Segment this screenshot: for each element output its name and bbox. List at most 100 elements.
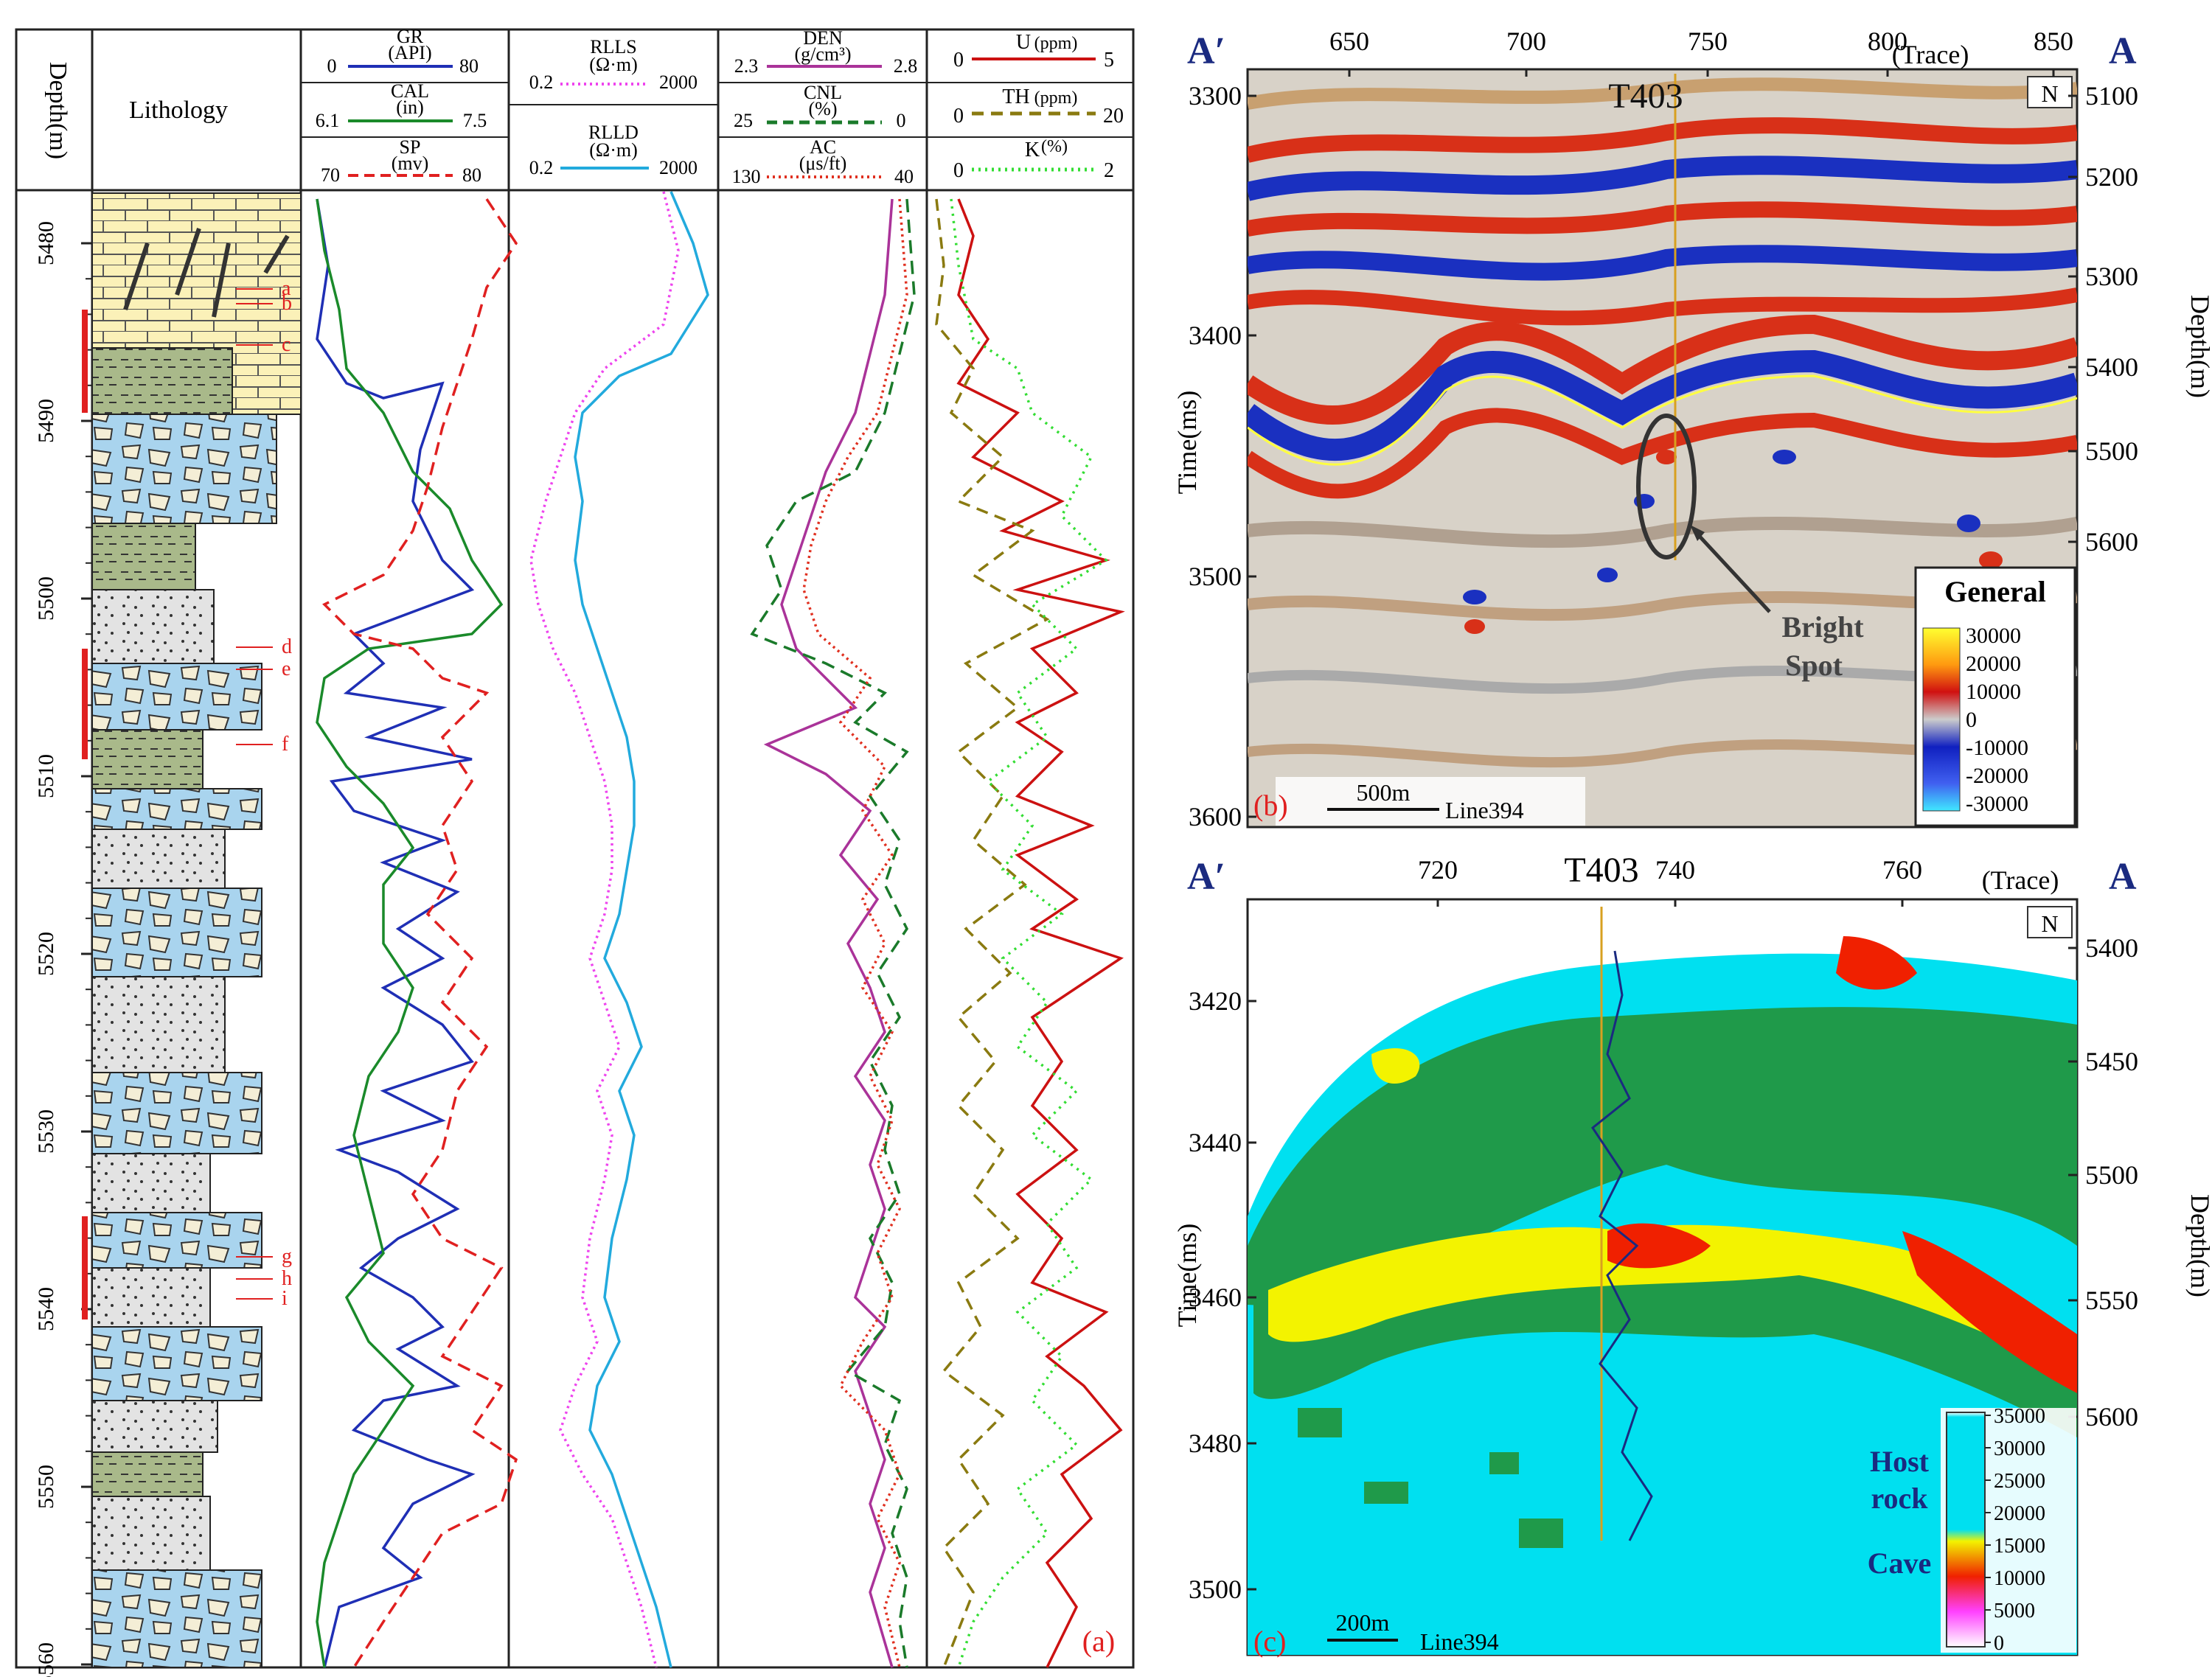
depth-axis: 5100 5200 5300 5400 5500 5600 — [2068, 81, 2138, 557]
legend-tick-label: 10000 — [1994, 1567, 2045, 1590]
th-curve-header: TH (ppm) 0 20 — [953, 86, 1124, 128]
sample-marker-label: i — [282, 1287, 288, 1310]
sample-marker-label: g — [282, 1245, 292, 1268]
svg-text:0: 0 — [953, 105, 964, 128]
gr-curve — [316, 198, 476, 1668]
time-tick-label: 3420 — [1189, 986, 1242, 1016]
depth-tick-label: 5600 — [2085, 1402, 2138, 1432]
svg-text:TH: TH — [1002, 86, 1029, 108]
cave-attribute-panel: T403 N A′ A 720 740 760 (Trace) 3420344034… — [1172, 851, 2212, 1658]
bright-spot-label-2: Spot — [1785, 649, 1843, 682]
time-axis: 3300 3400 3500 3600 — [1189, 81, 1256, 831]
depth-tick-label: 5520 — [34, 932, 58, 976]
time-tick-label: 3480 — [1189, 1429, 1242, 1458]
depth-axis-title: Depth(m) — [2185, 295, 2212, 398]
a-label: A — [2109, 30, 2137, 72]
rlls-curve — [529, 191, 680, 1668]
legend-tick-label: 5000 — [1994, 1600, 2035, 1622]
depth-axis-title: Depth(m) — [2185, 1194, 2212, 1297]
svg-text:CAL: CAL — [391, 80, 429, 102]
svg-text:(mv): (mv) — [392, 153, 429, 174]
cave-legend: 35000 30000 25000 20000 15000 10000 5000 0 Host… — [1868, 1405, 2076, 1655]
svg-text:(Ω·m): (Ω·m) — [589, 139, 638, 161]
depth-tick-label: 5400 — [2085, 352, 2138, 382]
depth-tick-label: 5600 — [2085, 527, 2138, 557]
trace-tick-label: 700 — [1506, 27, 1546, 56]
time-axis-title: Time(ms) — [1172, 1224, 1202, 1328]
cnl-curve-header: CNL (%) 25 0 — [734, 82, 906, 131]
legend-tick-label: 30000 — [1994, 1437, 2045, 1460]
fracture-lines — [123, 228, 290, 318]
well-name: T403 — [1608, 77, 1683, 116]
svg-text:K: K — [1025, 139, 1040, 161]
svg-text:0.2: 0.2 — [529, 72, 554, 93]
time-tick-label: 3300 — [1189, 81, 1242, 111]
time-tick-label: 3500 — [1189, 1575, 1242, 1604]
trace-tick-label: 650 — [1329, 27, 1369, 56]
trace-tick-label: 720 — [1418, 855, 1458, 885]
svg-text:2000: 2000 — [659, 157, 698, 178]
legend-host-1: Host — [1870, 1445, 1930, 1478]
trace-tick-label: 740 — [1655, 855, 1695, 885]
svg-text:2000: 2000 — [659, 72, 698, 93]
scale-bar-label: 500m — [1357, 779, 1411, 806]
svg-text:(%): (%) — [1041, 137, 1068, 156]
bright-spot-label-1: Bright — [1781, 610, 1864, 644]
trace-tick-label: 760 — [1882, 855, 1922, 885]
svg-text:0.2: 0.2 — [529, 157, 554, 178]
well-name: T403 — [1564, 851, 1638, 890]
svg-text:SP: SP — [400, 136, 421, 158]
trace-axis: 650 700 750 800 850 — [1329, 27, 2073, 77]
svg-text:2.3: 2.3 — [734, 55, 759, 77]
trace-tick-label: 750 — [1688, 27, 1728, 56]
depth-tick-label: 5480 — [34, 221, 58, 265]
sample-marker-label: e — [282, 658, 291, 680]
th-curve — [935, 198, 1050, 1668]
depth-tick-label: 5400 — [2085, 933, 2138, 963]
sp-curve — [322, 198, 518, 1668]
seismic-section-panel: Bright Spot T403 N A′ A 650 700 750 800 850 … — [1172, 27, 2212, 831]
seismic-anomalies — [1463, 450, 2003, 634]
svg-text:GR: GR — [397, 26, 424, 47]
svg-text:2.8: 2.8 — [894, 55, 918, 77]
svg-text:40: 40 — [894, 166, 914, 187]
svg-text:80: 80 — [462, 164, 481, 186]
svg-text:U: U — [1016, 31, 1031, 54]
north-arrow: N — [2041, 80, 2058, 107]
svg-text:0: 0 — [953, 49, 964, 72]
depth-tick-label: 5550 — [34, 1465, 58, 1509]
svg-text:20: 20 — [1103, 105, 1124, 128]
well-log-trace — [1590, 950, 1653, 1541]
depth-tick-label: 5500 — [34, 576, 58, 621]
legend-tick-label: -10000 — [1966, 736, 2028, 760]
depth-tick-label: 5540 — [34, 1287, 58, 1331]
cave-body — [1248, 936, 2077, 1655]
time-tick-label: 3400 — [1189, 321, 1242, 350]
well-log-panel: Depth(m) Lithology GR (API) 0 80 CAL (in… — [15, 26, 1135, 1677]
depth-tick-label: 5100 — [2085, 81, 2138, 111]
svg-text:70: 70 — [321, 164, 340, 186]
depth-tick-label: 5560 — [34, 1642, 58, 1677]
a-label: A — [2109, 856, 2137, 898]
legend-cave: Cave — [1868, 1547, 1932, 1580]
depth-tick-label: 5510 — [34, 754, 58, 798]
depth-tick-label: 5300 — [2085, 262, 2138, 291]
svg-text:CNL: CNL — [804, 82, 842, 103]
depth-tick-label: 5530 — [34, 1109, 58, 1154]
svg-text:AC: AC — [810, 136, 836, 158]
svg-text:2: 2 — [1104, 159, 1114, 182]
den-curve-header: DEN (g/cm³) 2.3 2.8 — [734, 27, 918, 77]
svg-text:(g/cm³): (g/cm³) — [794, 43, 851, 65]
legend-tick-label: 10000 — [1966, 680, 2021, 704]
sample-marker-label: b — [282, 292, 292, 315]
time-tick-label: 3600 — [1189, 802, 1242, 831]
sp-curve-header: SP (mv) 70 80 — [321, 136, 481, 186]
depth-tick-label: 5490 — [34, 399, 58, 443]
log-curves — [316, 191, 1125, 1668]
sample-marker-label: h — [282, 1267, 292, 1290]
svg-text:0: 0 — [897, 110, 906, 131]
u-curve — [956, 198, 1125, 1668]
cal-curve — [316, 198, 504, 1668]
bright-spot-arrow — [1693, 529, 1771, 613]
north-arrow: N — [2041, 910, 2058, 937]
